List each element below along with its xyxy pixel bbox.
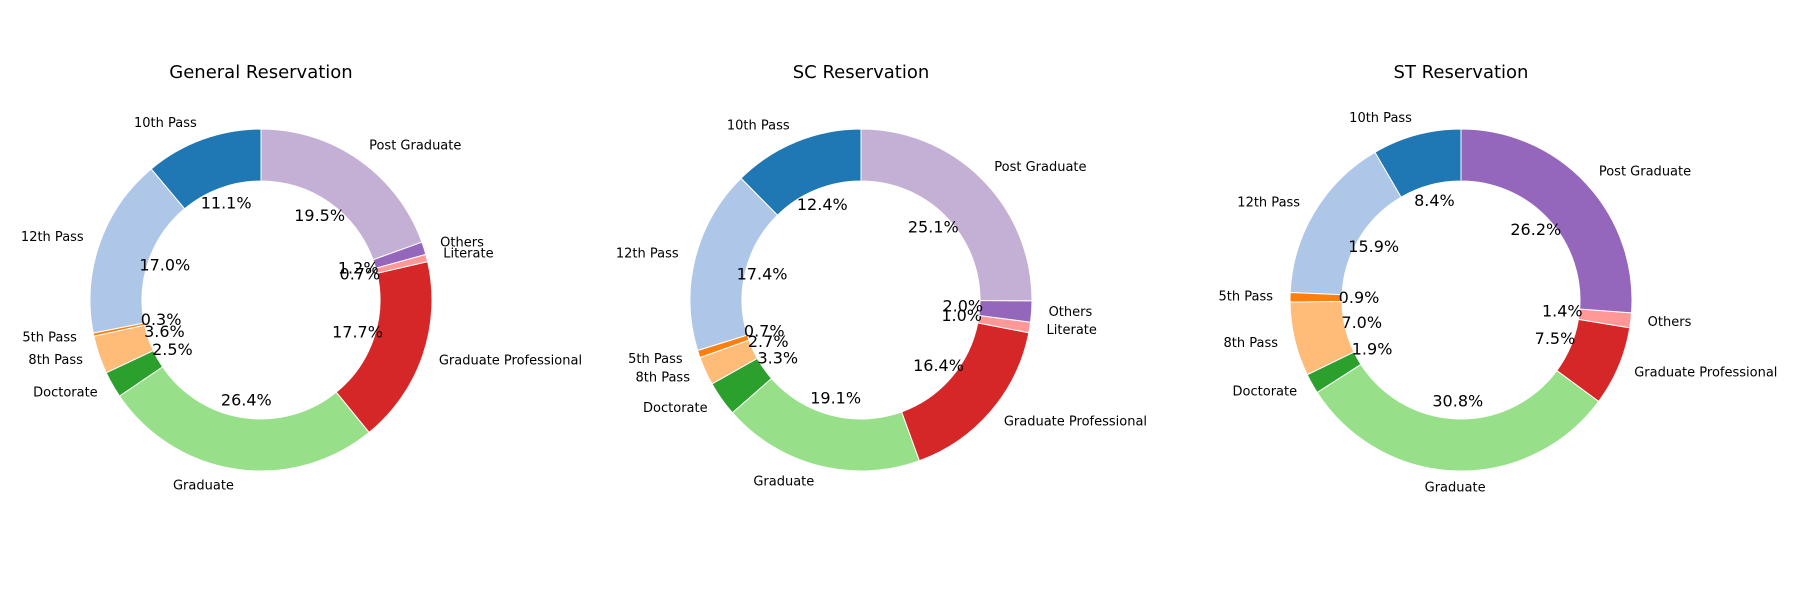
slice-label: 5th Pass — [628, 352, 683, 367]
slice-label: Others — [1049, 305, 1093, 320]
slice-label: 10th Pass — [727, 119, 790, 134]
slice-label: 8th Pass — [28, 353, 83, 368]
slice-label: Graduate — [1425, 480, 1486, 495]
slice-percent-label: 2.5% — [152, 340, 193, 359]
slice-label: Graduate Professional — [1634, 366, 1777, 381]
slice-label: 12th Pass — [1237, 195, 1300, 210]
slice-percent-label: 1.9% — [1352, 339, 1393, 358]
slice-percent-label: 3.3% — [757, 348, 798, 367]
slice-label: Others — [440, 236, 484, 251]
slice-label: Post Graduate — [369, 139, 461, 154]
donut-chart-sc: SC Reservation 10th Pass 12.4% 12th Pass 17… — [616, 62, 1147, 490]
slice-percent-label: 2.7% — [748, 332, 789, 351]
slice-percent-label: 12.4% — [797, 195, 848, 214]
slice-percent-label: 0.7% — [340, 264, 381, 283]
slice-label: Literate — [443, 246, 493, 261]
slice-label: 10th Pass — [134, 116, 197, 131]
slice-label: 5th Pass — [1219, 290, 1274, 305]
donut-slice-12th-pass — [89, 168, 186, 334]
donut-slice-5th-pass — [1289, 291, 1343, 303]
slice-label: Doctorate — [1233, 385, 1298, 400]
slice-percent-label: 1.0% — [941, 306, 982, 325]
slice-label: Graduate Professional — [1004, 415, 1147, 430]
chart-title: SC Reservation — [793, 62, 930, 83]
donut-slice-post-graduate — [260, 128, 423, 261]
slice-label: Post Graduate — [1599, 165, 1691, 180]
chart-title: General Reservation — [169, 62, 352, 83]
slice-label: 12th Pass — [616, 247, 679, 262]
chart-title: ST Reservation — [1394, 62, 1529, 83]
slice-percent-label: 30.8% — [1432, 391, 1483, 410]
slice-percent-label: 26.2% — [1510, 220, 1561, 239]
slice-label: Doctorate — [33, 386, 98, 401]
slice-percent-label: 3.6% — [144, 322, 185, 341]
slice-label: Graduate — [173, 479, 234, 494]
slice-label: Post Graduate — [994, 160, 1086, 175]
slice-percent-label: 0.9% — [1339, 288, 1380, 307]
slice-label: 12th Pass — [21, 230, 84, 245]
slice-label: Graduate — [753, 475, 814, 490]
donut-slice-graduate — [1316, 363, 1600, 472]
slice-percent-label: 15.9% — [1348, 237, 1399, 256]
donut-slice-post-graduate — [1460, 128, 1633, 314]
slice-percent-label: 7.0% — [1341, 313, 1382, 332]
slice-label: Graduate Professional — [439, 353, 582, 368]
slice-percent-label: 17.0% — [139, 256, 190, 275]
donut-slice-12th-pass — [1289, 151, 1402, 296]
donut-slice-post-graduate — [860, 128, 1033, 302]
donut-slice-graduate — [118, 366, 370, 472]
slice-percent-label: 19.1% — [810, 388, 861, 407]
slice-percent-label: 17.4% — [737, 265, 788, 284]
slice-label: 5th Pass — [22, 331, 77, 346]
slice-percent-label: 1.2% — [338, 259, 379, 278]
slice-percent-label: 0.3% — [141, 310, 182, 329]
slice-label: 8th Pass — [635, 371, 690, 386]
donut-chart-st: ST Reservation 10th Pass 8.4% 12th Pass 15.… — [1219, 62, 1778, 495]
slice-percent-label: 8.4% — [1414, 191, 1455, 210]
slice-percent-label: 0.7% — [744, 322, 785, 341]
slice-label: Literate — [1047, 323, 1097, 338]
slice-percent-label: 7.5% — [1535, 329, 1576, 348]
slice-percent-label: 25.1% — [908, 218, 959, 237]
donut-chart-general: General Reservation 10th Pass 11.1% 12th P… — [21, 62, 582, 494]
slice-percent-label: 26.4% — [221, 390, 272, 409]
slice-percent-label: 16.4% — [913, 356, 964, 375]
slice-percent-label: 17.7% — [332, 323, 383, 342]
donut-slice-graduate-professional — [335, 261, 433, 434]
slice-percent-label: 19.5% — [294, 206, 345, 225]
slice-label: 10th Pass — [1349, 111, 1412, 126]
slice-label: 8th Pass — [1224, 336, 1279, 351]
slice-label: Doctorate — [643, 401, 708, 416]
slice-percent-label: 2.0% — [942, 296, 983, 315]
slice-percent-label: 1.4% — [1542, 302, 1583, 321]
donut-slice-graduate-professional — [900, 322, 1030, 462]
slice-label: Others — [1648, 315, 1692, 330]
slice-percent-label: 11.1% — [201, 194, 252, 213]
